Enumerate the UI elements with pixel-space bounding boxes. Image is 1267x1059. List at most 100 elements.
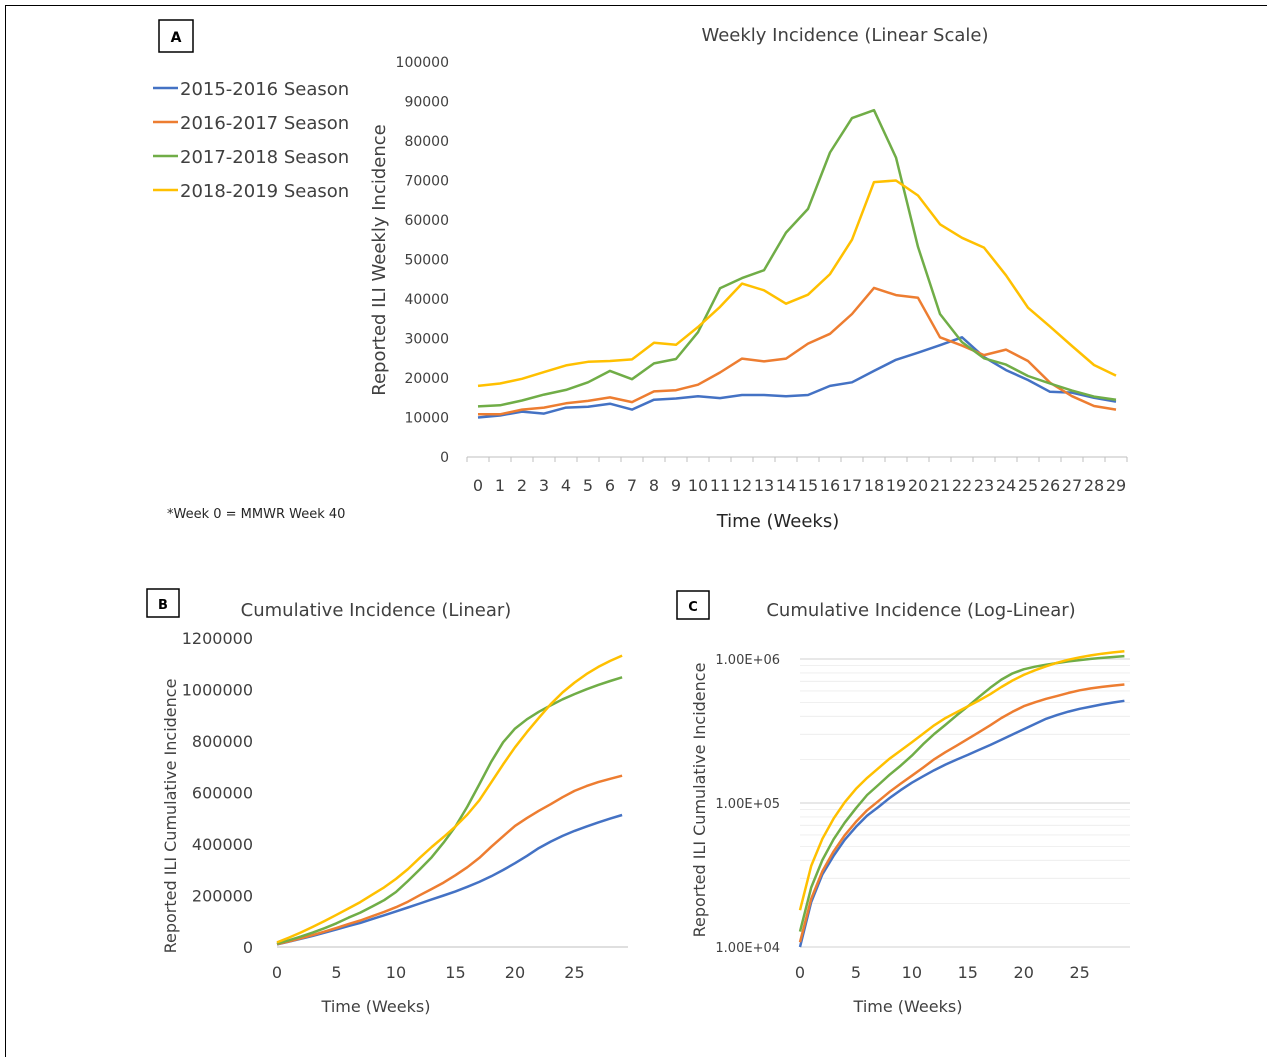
chart-a-xtick: 18	[864, 476, 884, 495]
chart-a-xtick: 9	[671, 476, 681, 495]
footnote: *Week 0 = MMWR Week 40	[167, 507, 345, 522]
chart-a-xtick: 20	[908, 476, 928, 495]
chart-c-ytick: 1.00E+06	[715, 653, 780, 668]
legend-label-4: 2018-2019 Season	[180, 181, 349, 202]
chart-b-ytick: 200000	[192, 887, 253, 906]
chart-a: 0 10000 20000 30000 40000 50000 60000 70000 8000…	[396, 55, 1128, 495]
chart-b-ytick: 1000000	[182, 681, 253, 700]
chart-a-ytick: 80000	[404, 134, 449, 150]
legend-label-3: 2017-2018 Season	[180, 147, 349, 168]
chart-a-ytick: 40000	[404, 292, 449, 308]
chart-a-xtick: 28	[1084, 476, 1104, 495]
chart-a-xtick: 13	[754, 476, 774, 495]
chart-b-ytick: 800000	[192, 732, 253, 751]
chart-a-xtick: 17	[842, 476, 862, 495]
chart-c-xtick: 10	[902, 963, 922, 982]
chart-c-title: Cumulative Incidence (Log-Linear)	[766, 600, 1075, 621]
chart-a-ytick: 10000	[404, 411, 449, 427]
svg-text:B: B	[158, 598, 168, 613]
chart-b: 0 200000 400000 600000 800000 1000000 1200000 0…	[182, 629, 628, 982]
chart-b-ytick: 0	[243, 938, 253, 957]
chart-a-ytick: 90000	[404, 95, 449, 111]
chart-a-xtick: 4	[561, 476, 571, 495]
chart-b-ylabel: Reported ILI Cumulative Incidence	[161, 679, 180, 954]
chart-a-xtick: 21	[930, 476, 950, 495]
chart-a-xtick: 14	[776, 476, 796, 495]
chart-b-series-3	[276, 676, 623, 945]
chart-a-title: Weekly Incidence (Linear Scale)	[701, 25, 988, 46]
chart-a-xtick: 7	[627, 476, 637, 495]
svg-text:A: A	[171, 30, 182, 46]
chart-a-ytick: 0	[440, 450, 449, 466]
chart-b-xtick: 10	[386, 963, 406, 982]
chart-a-xtick: 0	[473, 476, 483, 495]
chart-b-title: Cumulative Incidence (Linear)	[241, 600, 512, 621]
chart-b-ytick: 1200000	[182, 629, 253, 648]
chart-a-xtick: 29	[1106, 476, 1126, 495]
chart-b-xtick: 15	[445, 963, 465, 982]
chart-a-xtick: 19	[886, 476, 906, 495]
chart-c-series-2	[798, 683, 1125, 943]
chart-c-xtick: 20	[1014, 963, 1034, 982]
chart-a-xtick: 8	[649, 476, 659, 495]
chart-c-xlabel: Time (Weeks)	[853, 997, 963, 1016]
chart-b-xtick: 25	[564, 963, 584, 982]
chart-a-xtick: 12	[732, 476, 752, 495]
chart-c-ylabel: Reported ILI Cumulative Incidence	[690, 663, 709, 938]
chart-c-ytick: 1.00E+04	[715, 941, 780, 956]
chart-c-xtick: 5	[851, 963, 861, 982]
chart-a-xtick: 2	[517, 476, 527, 495]
chart-a-xtick: 25	[1018, 476, 1038, 495]
chart-a-ytick: 50000	[404, 253, 449, 269]
chart-c-xtick: 15	[958, 963, 978, 982]
chart-b-xtick: 0	[272, 963, 282, 982]
chart-b-series-1	[276, 813, 623, 946]
chart-a-xtick: 15	[798, 476, 818, 495]
panel-label-c: C	[676, 590, 710, 620]
chart-c-xtick: 0	[795, 963, 805, 982]
chart-a-series-2	[478, 286, 1117, 416]
chart-c-xtick: 25	[1069, 963, 1089, 982]
svg-text:C: C	[688, 600, 698, 615]
chart-c-series-3	[798, 654, 1125, 932]
chart-c: 1.00E+04 1.00E+05 1.00E+06 0 5 10 15 20 25	[715, 650, 1130, 982]
chart-b-ytick: 400000	[192, 835, 253, 854]
chart-a-xtick: 5	[583, 476, 593, 495]
chart-a-ytick: 30000	[404, 332, 449, 348]
chart-a-ytick: 60000	[404, 213, 449, 229]
chart-a-xtick: 6	[605, 476, 615, 495]
chart-a-series-4	[477, 179, 1117, 388]
chart-b-xlabel: Time (Weeks)	[321, 997, 431, 1016]
panel-label-b: B	[146, 588, 180, 618]
panel-label-a: A	[158, 19, 194, 53]
chart-a-xtick: 10	[688, 476, 708, 495]
chart-a-series-3	[477, 108, 1117, 408]
figure-frame	[5, 5, 1267, 1057]
chart-a-xtick: 26	[1040, 476, 1060, 495]
legend-label-1: 2015-2016 Season	[180, 79, 349, 100]
chart-a-series-1	[477, 336, 1117, 419]
chart-a-xtick: 1	[495, 476, 505, 495]
chart-a-xtick: 16	[820, 476, 840, 495]
legend: 2015-2016 Season 2016-2017 Season 2017-201…	[153, 79, 349, 202]
chart-a-xtick: 22	[952, 476, 972, 495]
chart-a-xtick: 24	[996, 476, 1016, 495]
chart-b-xtick: 5	[331, 963, 341, 982]
chart-a-ytick: 20000	[404, 371, 449, 387]
chart-c-series-4	[798, 650, 1125, 911]
chart-a-ytick: 70000	[404, 174, 449, 190]
chart-a-xtick: 27	[1062, 476, 1082, 495]
chart-b-series-2	[276, 774, 623, 946]
chart-b-ytick: 600000	[192, 784, 253, 803]
chart-b-xtick: 20	[505, 963, 525, 982]
chart-a-ylabel: Reported ILI Weekly Incidence	[369, 124, 390, 395]
chart-a-ytick: 100000	[396, 55, 449, 71]
chart-a-xtick: 3	[539, 476, 549, 495]
chart-a-xtick: 11	[710, 476, 730, 495]
chart-c-series-1	[798, 699, 1125, 948]
chart-c-ytick: 1.00E+05	[715, 797, 780, 812]
legend-label-2: 2016-2017 Season	[180, 113, 349, 134]
chart-a-xlabel: Time (Weeks)	[716, 511, 840, 532]
chart-a-xtick: 23	[974, 476, 994, 495]
